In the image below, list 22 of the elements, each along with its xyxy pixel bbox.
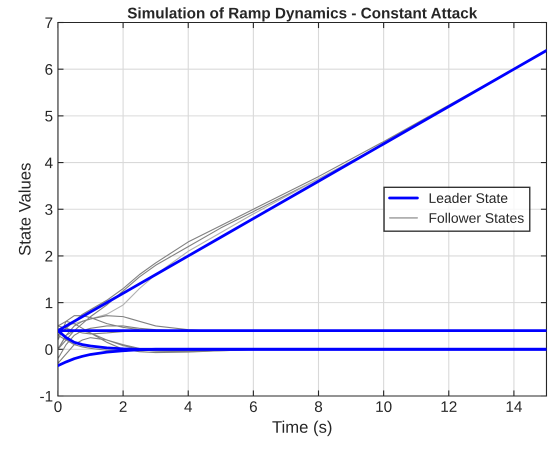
legend-label: Follower States xyxy=(430,212,524,223)
y-tick-label: 3 xyxy=(45,204,52,215)
x-tick-label: 4 xyxy=(184,401,192,412)
x-axis-title: Time (s) xyxy=(272,420,332,436)
chart-title: Simulation of Ramp Dynamics - Constant Attack xyxy=(128,7,478,22)
x-tick-label: 14 xyxy=(506,401,522,412)
y-axis-title: State Values xyxy=(18,163,31,256)
y-tick-label: 6 xyxy=(45,64,52,75)
x-tick-label: 2 xyxy=(120,401,127,412)
x-tick-label: 10 xyxy=(376,401,392,412)
y-tick-label: 4 xyxy=(44,158,53,168)
y-tick-label: 1 xyxy=(46,298,52,308)
x-tick-label: 8 xyxy=(314,401,322,412)
y-tick-label: -1 xyxy=(40,391,52,402)
legend-label: Leader State xyxy=(430,192,508,204)
x-tick-label: 6 xyxy=(250,401,257,412)
y-tick-label: 7 xyxy=(45,18,52,28)
x-tick-label: 0 xyxy=(54,401,62,412)
y-tick-label: 5 xyxy=(45,110,52,122)
y-tick-label: 0 xyxy=(45,344,52,355)
x-tick-label: 12 xyxy=(441,401,457,412)
y-tick-label: 2 xyxy=(45,250,52,262)
